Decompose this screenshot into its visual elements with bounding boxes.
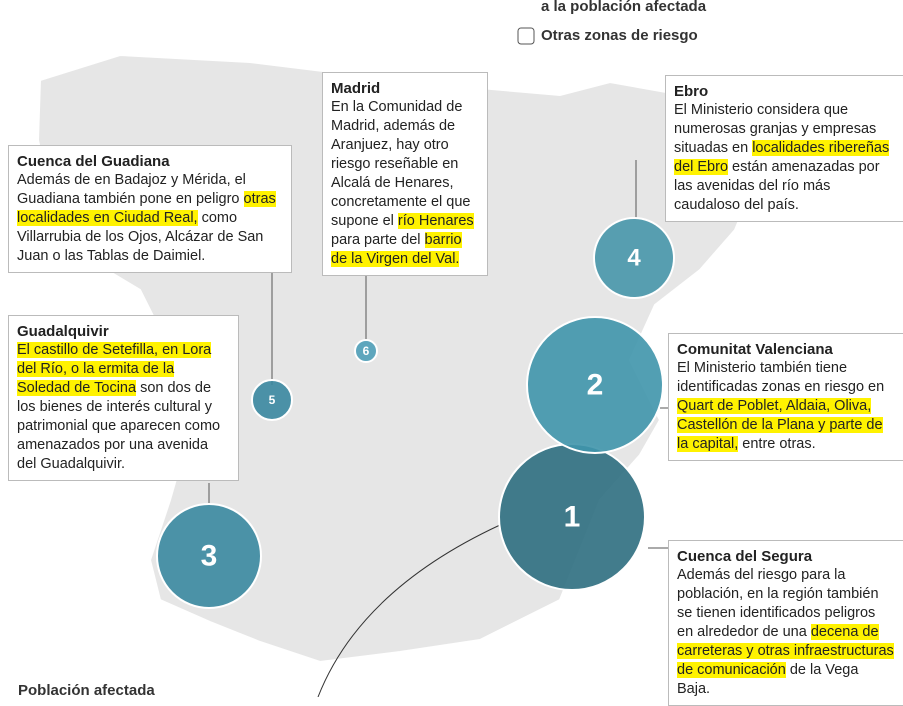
bubble-label: 1 bbox=[564, 501, 581, 534]
bubble-label: 5 bbox=[269, 393, 276, 407]
callout-text: Además de en Badajoz y Mérida, el Guadia… bbox=[17, 172, 246, 207]
bubble bbox=[156, 503, 262, 609]
footer-title: Población afectada bbox=[18, 682, 155, 699]
callout-text: de la Vega Baja. bbox=[677, 662, 859, 697]
callout: Cuenca del Segura Además del riesgo para … bbox=[668, 540, 903, 706]
bubble-label: 3 bbox=[201, 540, 218, 573]
callout: Madrid En la Comunidad de Madrid, además … bbox=[322, 72, 488, 276]
legend-item: a la población afectada bbox=[541, 0, 707, 15]
callout-text: para parte del bbox=[331, 232, 425, 248]
callout-text: Quart de Poblet, Aldaia, Oliva, Castelló… bbox=[677, 398, 883, 452]
callout: Comunitat Valenciana El Ministerio tambié… bbox=[668, 333, 903, 461]
callout-title: Comunitat Valenciana bbox=[677, 341, 833, 358]
callout-text: río Henares bbox=[397, 213, 474, 229]
bubbles: 1 2 3 4 5 6 bbox=[156, 217, 675, 609]
callout-title: Madrid bbox=[331, 80, 381, 97]
connector bbox=[317, 524, 501, 697]
callout-text: entre otras. bbox=[738, 436, 816, 452]
bubble-label: 6 bbox=[363, 344, 370, 358]
callout-text: El Ministerio considera que numerosas gr… bbox=[674, 102, 877, 156]
callout: Guadalquivir El castillo de Setefilla, en… bbox=[8, 315, 239, 481]
callout: Cuenca del Guadiana Además de en Badajoz … bbox=[8, 145, 292, 273]
checkbox[interactable] bbox=[517, 27, 535, 45]
callout-text: Además del riesgo para la población, en … bbox=[677, 567, 879, 640]
callout-title: Ebro bbox=[674, 83, 709, 100]
bubble bbox=[354, 339, 378, 363]
callout-text: como Villarrubia de los Ojos, Alcázar de… bbox=[17, 210, 264, 264]
bubble bbox=[526, 316, 664, 454]
callout-text: son dos de los bienes de interés cultura… bbox=[17, 380, 221, 472]
callout-text: El Ministerio también tiene identificada… bbox=[677, 360, 885, 395]
bubble bbox=[251, 379, 293, 421]
bubble-label: 2 bbox=[587, 369, 604, 402]
callout-text: están amenazadas por las avenidas del rí… bbox=[674, 159, 880, 213]
bubble-label: 4 bbox=[627, 245, 641, 272]
bubble bbox=[593, 217, 675, 299]
legend-item[interactable]: Otras zonas de riesgo bbox=[541, 27, 698, 44]
callout-title: Cuenca del Guadiana bbox=[17, 153, 170, 170]
callout: Ebro El Ministerio considera que numerosa… bbox=[665, 75, 903, 222]
callout-title: Cuenca del Segura bbox=[677, 548, 813, 565]
callout-title: Guadalquivir bbox=[17, 323, 109, 340]
callout-text: En la Comunidad de Madrid, además de Ara… bbox=[331, 99, 471, 229]
